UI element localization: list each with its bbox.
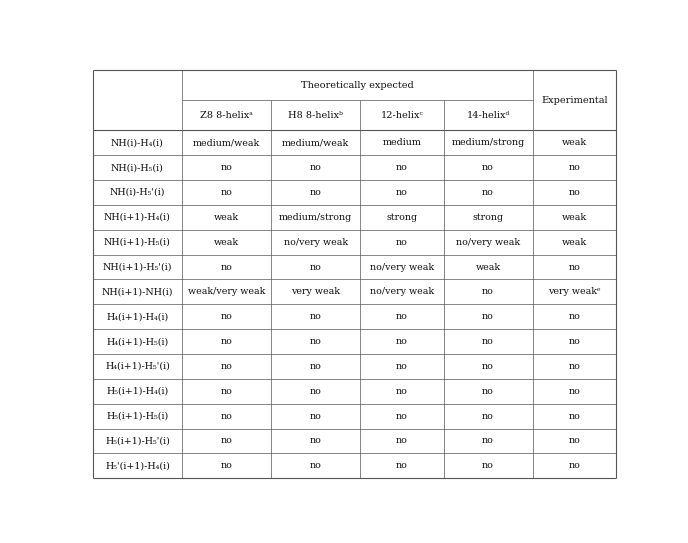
Text: no: no [568, 437, 580, 445]
Text: no: no [310, 337, 321, 346]
Text: no: no [310, 163, 321, 172]
Text: Theoretically expected: Theoretically expected [301, 81, 413, 90]
Text: NH(i)-H₄(i): NH(i)-H₄(i) [111, 138, 164, 147]
Text: no: no [310, 412, 321, 421]
Text: no: no [482, 287, 494, 296]
Text: H₅'(i+1)-H₄(i): H₅'(i+1)-H₄(i) [105, 462, 170, 470]
Text: no: no [221, 263, 233, 272]
Text: no: no [568, 263, 580, 272]
Text: no: no [396, 163, 408, 172]
Text: Experimental: Experimental [541, 96, 608, 105]
Text: H₄(i+1)-H₅'(i): H₄(i+1)-H₅'(i) [105, 362, 170, 371]
Text: no: no [482, 437, 494, 445]
Text: medium/strong: medium/strong [451, 138, 525, 147]
Text: weak: weak [562, 213, 587, 222]
Text: weak/very weak: weak/very weak [188, 287, 266, 296]
Text: no: no [568, 337, 580, 346]
Text: no: no [221, 163, 233, 172]
Text: no: no [396, 462, 408, 470]
Text: no: no [221, 462, 233, 470]
Text: NH(i)-H₅'(i): NH(i)-H₅'(i) [109, 188, 165, 197]
Text: very weakᵉ: very weakᵉ [548, 287, 601, 296]
Text: no: no [568, 462, 580, 470]
Text: no: no [310, 387, 321, 396]
Text: medium: medium [383, 138, 421, 147]
Text: no/very weak: no/very weak [283, 238, 347, 247]
Text: no: no [396, 312, 408, 321]
Text: strong: strong [473, 213, 504, 222]
Text: H₅(i+1)-H₅'(i): H₅(i+1)-H₅'(i) [105, 437, 170, 445]
Text: no: no [221, 188, 233, 197]
Text: no: no [310, 312, 321, 321]
Text: strong: strong [387, 213, 418, 222]
Text: no: no [310, 462, 321, 470]
Text: no: no [568, 312, 580, 321]
Text: no: no [568, 412, 580, 421]
Text: no: no [396, 238, 408, 247]
Text: H₅(i+1)-H₅(i): H₅(i+1)-H₅(i) [107, 412, 169, 421]
Text: no: no [221, 337, 233, 346]
Text: no: no [568, 188, 580, 197]
Text: NH(i+1)-H₅(i): NH(i+1)-H₅(i) [104, 238, 171, 247]
Text: H₄(i+1)-H₅(i): H₄(i+1)-H₅(i) [107, 337, 169, 346]
Text: no: no [482, 163, 494, 172]
Text: no: no [482, 337, 494, 346]
Text: no/very weak: no/very weak [370, 287, 434, 296]
Text: no: no [482, 412, 494, 421]
Text: no: no [396, 412, 408, 421]
Text: weak: weak [214, 213, 239, 222]
Text: no: no [310, 362, 321, 371]
Text: no: no [310, 437, 321, 445]
Text: no: no [482, 312, 494, 321]
Text: weak: weak [562, 238, 587, 247]
Text: 12-helixᶜ: 12-helixᶜ [380, 111, 423, 120]
Text: no: no [221, 412, 233, 421]
Text: no: no [396, 362, 408, 371]
Text: no: no [396, 387, 408, 396]
Text: H₄(i+1)-H₄(i): H₄(i+1)-H₄(i) [107, 312, 169, 321]
Text: no: no [482, 387, 494, 396]
Text: no/very weak: no/very weak [456, 238, 520, 247]
Text: no: no [568, 362, 580, 371]
Text: H₅(i+1)-H₄(i): H₅(i+1)-H₄(i) [107, 387, 169, 396]
Text: very weak: very weak [291, 287, 340, 296]
Text: medium/weak: medium/weak [282, 138, 350, 147]
Text: no: no [396, 337, 408, 346]
Text: no: no [221, 387, 233, 396]
Text: NH(i+1)-NH(i): NH(i+1)-NH(i) [102, 287, 173, 296]
Text: 14-helixᵈ: 14-helixᵈ [466, 111, 510, 120]
Text: no: no [396, 437, 408, 445]
Text: medium/strong: medium/strong [279, 213, 352, 222]
Text: no: no [310, 263, 321, 272]
Text: no: no [482, 462, 494, 470]
Text: no: no [310, 188, 321, 197]
Text: H8 8-helixᵇ: H8 8-helixᵇ [288, 111, 343, 120]
Text: no: no [568, 163, 580, 172]
Text: no/very weak: no/very weak [370, 263, 434, 272]
Text: medium/weak: medium/weak [193, 138, 260, 147]
Text: no: no [482, 362, 494, 371]
Text: no: no [221, 362, 233, 371]
Text: NH(i)-H₅(i): NH(i)-H₅(i) [111, 163, 164, 172]
Text: no: no [396, 188, 408, 197]
Text: weak: weak [475, 263, 501, 272]
Text: no: no [221, 312, 233, 321]
Text: no: no [221, 437, 233, 445]
Text: NH(i+1)-H₄(i): NH(i+1)-H₄(i) [104, 213, 171, 222]
Text: no: no [482, 188, 494, 197]
Text: NH(i+1)-H₅'(i): NH(i+1)-H₅'(i) [103, 263, 172, 272]
Text: Z8 8-helixᵃ: Z8 8-helixᵃ [200, 111, 253, 120]
Text: weak: weak [214, 238, 239, 247]
Text: no: no [568, 387, 580, 396]
Text: weak: weak [562, 138, 587, 147]
